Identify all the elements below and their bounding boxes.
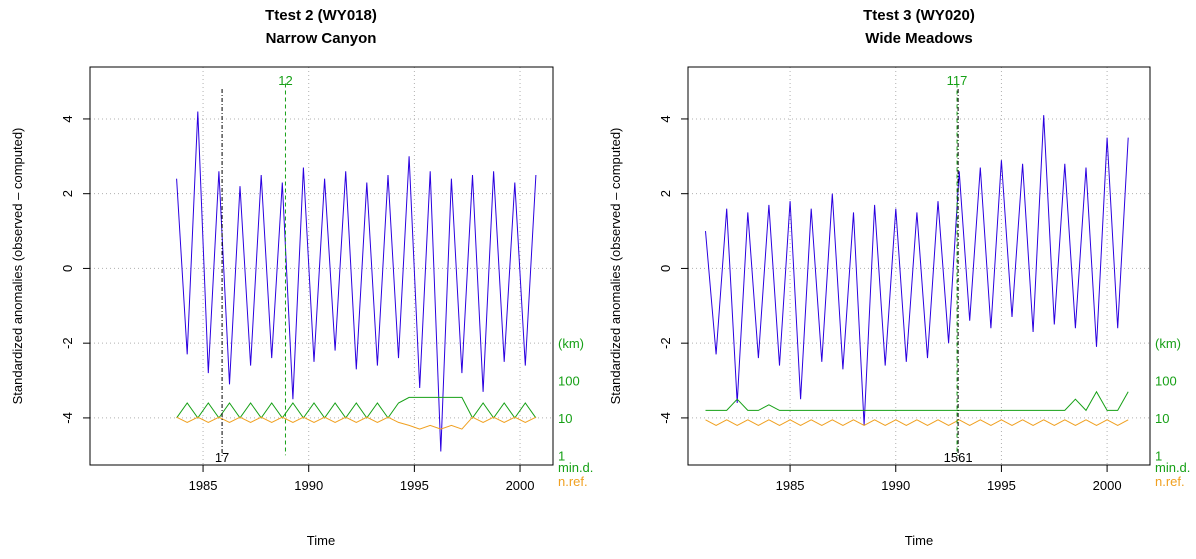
x-tick-label: 1995 bbox=[400, 478, 429, 493]
x-tick-label: 1985 bbox=[776, 478, 805, 493]
y-tick-label: -4 bbox=[60, 412, 75, 424]
series-line bbox=[176, 111, 537, 452]
right-tick-label: 100 bbox=[558, 374, 580, 389]
legend-label: min.d. bbox=[558, 460, 593, 475]
right-tick-label: (km) bbox=[558, 336, 584, 351]
y-tick-label: -4 bbox=[658, 412, 673, 424]
y-tick-label: 4 bbox=[60, 115, 75, 122]
chart-subtitle: Wide Meadows bbox=[865, 30, 972, 47]
y-tick-label: -2 bbox=[658, 337, 673, 349]
x-axis-label: Time bbox=[905, 533, 933, 548]
x-tick-label: 2000 bbox=[506, 478, 535, 493]
x-tick-label: 1990 bbox=[294, 478, 323, 493]
x-axis-label: Time bbox=[307, 533, 335, 548]
series-line bbox=[705, 115, 1129, 426]
right-tick-label: 100 bbox=[1155, 374, 1177, 389]
plot-frame bbox=[687, 66, 1151, 466]
legend-label: min.d. bbox=[1155, 460, 1190, 475]
right-tick-label: 1 bbox=[1155, 448, 1162, 463]
x-tick-label: 2000 bbox=[1093, 478, 1122, 493]
y-axis-label: Standardized anomalies (observed – compu… bbox=[608, 128, 623, 405]
changepoint-label: 117 bbox=[947, 73, 968, 88]
series-line bbox=[176, 416, 537, 430]
plot-frame bbox=[89, 66, 554, 466]
right-tick-label: 1 bbox=[558, 448, 565, 463]
right-tick-label: (km) bbox=[1155, 336, 1181, 351]
chart-title: Ttest 2 (WY018) bbox=[265, 7, 377, 24]
x-tick-label: 1990 bbox=[881, 478, 910, 493]
legend-label: n.ref. bbox=[558, 474, 588, 489]
changepoint-label: 17 bbox=[215, 450, 229, 465]
series-line bbox=[705, 390, 1129, 412]
changepoint-label: 12 bbox=[278, 73, 292, 88]
x-tick-label: 1985 bbox=[189, 478, 218, 493]
y-tick-label: -2 bbox=[60, 337, 75, 349]
series-line bbox=[176, 396, 537, 419]
chart-subtitle: Narrow Canyon bbox=[266, 30, 377, 47]
x-tick-label: 1995 bbox=[987, 478, 1016, 493]
y-axis-label: Standardized anomalies (observed – compu… bbox=[10, 128, 25, 405]
y-tick-label: 0 bbox=[60, 265, 75, 272]
chart-title: Ttest 3 (WY020) bbox=[863, 7, 975, 24]
right-tick-label: 10 bbox=[1155, 411, 1169, 426]
right-tick-label: 10 bbox=[558, 411, 572, 426]
series-line bbox=[705, 419, 1129, 426]
changepoint-label: 1561 bbox=[944, 450, 973, 465]
y-tick-label: 0 bbox=[658, 265, 673, 272]
y-tick-label: 4 bbox=[658, 115, 673, 122]
y-tick-label: 2 bbox=[658, 190, 673, 197]
y-tick-label: 2 bbox=[60, 190, 75, 197]
legend-label: n.ref. bbox=[1155, 474, 1185, 489]
